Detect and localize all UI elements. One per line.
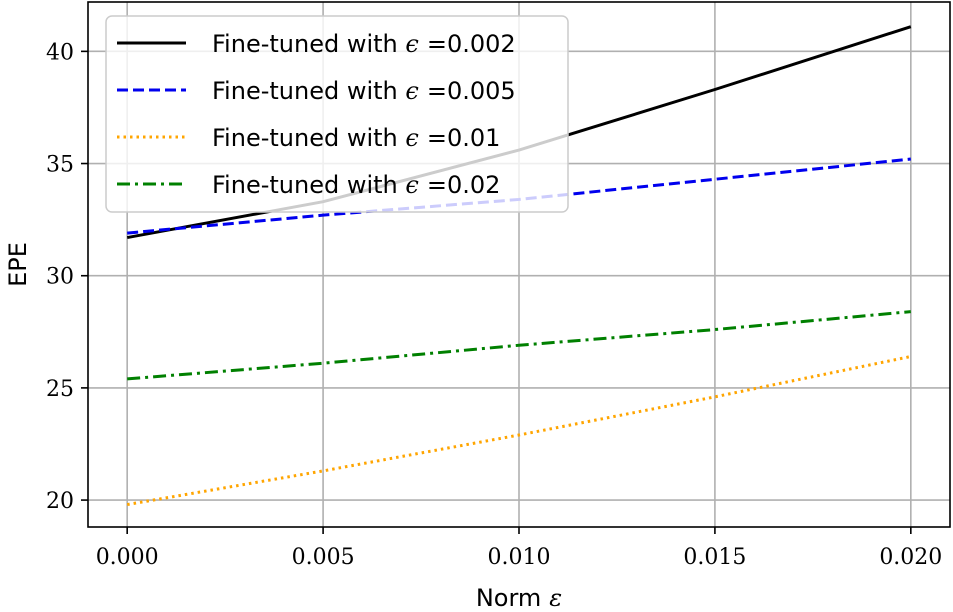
series-line-3 bbox=[126, 355, 912, 507]
legend-entry: Fine-tuned with ϵ =0.02 bbox=[117, 171, 500, 199]
legend-label: Fine-tuned with ϵ =0.02 bbox=[212, 171, 500, 199]
x-axis-label: Norm ε bbox=[476, 584, 562, 612]
y-tick-label: 40 bbox=[46, 40, 74, 65]
x-tick-label: 0.020 bbox=[879, 545, 942, 570]
x-tick-label: 0.015 bbox=[683, 545, 746, 570]
y-tick-label: 20 bbox=[46, 489, 74, 514]
y-tick-label: 35 bbox=[46, 153, 74, 178]
x-tick-label: 0.005 bbox=[292, 545, 355, 570]
y-tick-label: 30 bbox=[46, 265, 74, 290]
x-tick-label: 0.010 bbox=[488, 545, 551, 570]
legend: Fine-tuned with ϵ =0.002 Fine-tuned with ϵ… bbox=[105, 15, 569, 213]
legend-entry: Fine-tuned with ϵ =0.005 bbox=[117, 77, 516, 105]
y-tick-label: 25 bbox=[46, 377, 74, 402]
y-axis-label: EPE bbox=[4, 242, 32, 287]
legend-label: Fine-tuned with ϵ =0.005 bbox=[212, 77, 516, 105]
legend-label: Fine-tuned with ϵ =0.01 bbox=[212, 124, 500, 152]
legend-entry: Fine-tuned with ϵ =0.01 bbox=[117, 124, 500, 152]
ticks: 0.000 0.005 0.010 0.015 0.020 20 25 30 35 40 bbox=[46, 40, 942, 570]
legend-box bbox=[105, 15, 569, 213]
x-tick-label: 0.000 bbox=[96, 545, 159, 570]
legend-label: Fine-tuned with ϵ =0.002 bbox=[212, 30, 516, 58]
series-line-4 bbox=[127, 310, 911, 381]
legend-entry: Fine-tuned with ϵ =0.002 bbox=[117, 30, 516, 58]
